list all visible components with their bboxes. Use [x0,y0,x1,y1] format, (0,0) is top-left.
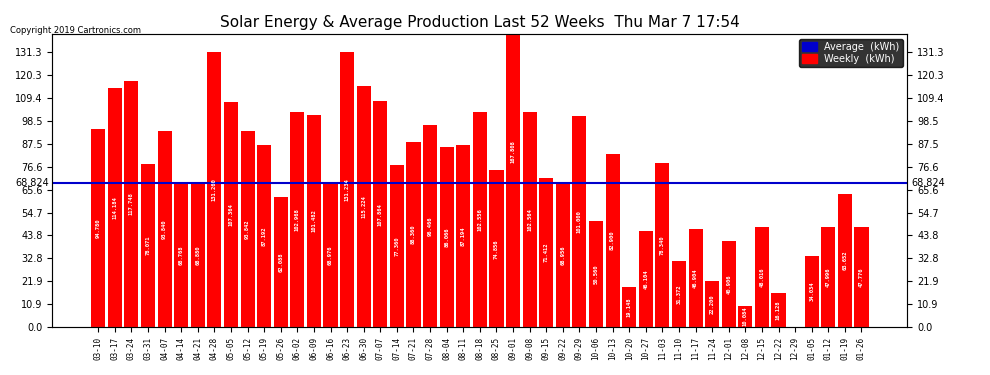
Bar [125,81,139,327]
Text: 10.084: 10.084 [742,307,747,326]
Bar [207,52,222,327]
Text: 94.780: 94.780 [96,218,101,238]
Text: 114.184: 114.184 [112,196,118,219]
Text: 107.364: 107.364 [229,203,234,226]
Bar [572,116,586,327]
Text: 96.466: 96.466 [428,216,433,236]
Bar [423,125,438,327]
Text: 68.976: 68.976 [328,245,333,265]
Bar [473,112,487,327]
Text: 77.360: 77.360 [394,236,399,256]
Text: 68.768: 68.768 [179,245,184,265]
Text: 71.412: 71.412 [544,243,548,262]
Bar [622,287,637,327]
Bar [440,147,453,327]
Text: 31.372: 31.372 [676,285,681,304]
Text: 167.808: 167.808 [511,140,516,163]
Text: 34.034: 34.034 [809,282,814,301]
Bar [456,144,470,327]
Text: 131.260: 131.260 [212,178,217,201]
Text: 40.906: 40.906 [727,274,732,294]
Text: 16.128: 16.128 [776,300,781,320]
Bar [290,111,304,327]
Bar [722,242,736,327]
Bar [157,130,171,327]
Bar [390,165,404,327]
Bar [356,86,371,327]
Text: 102.564: 102.564 [527,209,533,231]
Bar [555,183,570,327]
Bar [705,280,719,327]
Bar [273,197,288,327]
Bar [241,130,254,327]
Text: 78.071: 78.071 [146,236,150,255]
Text: 93.840: 93.840 [162,219,167,239]
Text: 78.340: 78.340 [660,236,665,255]
Bar [540,178,553,327]
Bar [141,164,155,327]
Text: 46.904: 46.904 [693,268,698,288]
Bar [838,194,852,327]
Text: 131.234: 131.234 [345,178,349,201]
Text: 82.900: 82.900 [610,231,615,250]
Bar [407,142,421,327]
Text: 101.000: 101.000 [577,210,582,233]
Bar [822,226,836,327]
Bar [655,163,669,327]
Bar [91,129,105,327]
Bar [739,306,752,327]
Text: 68.824: 68.824 [16,178,50,188]
Bar [771,293,785,327]
Text: 102.968: 102.968 [295,208,300,231]
Legend: Average  (kWh), Weekly  (kWh): Average (kWh), Weekly (kWh) [799,39,903,67]
Text: Copyright 2019 Cartronics.com: Copyright 2019 Cartronics.com [10,26,141,35]
Text: 86.066: 86.066 [445,227,449,247]
Bar [589,221,603,327]
Bar [324,183,338,327]
Bar [224,102,238,327]
Bar [672,261,686,327]
Bar [754,226,769,327]
Text: 115.224: 115.224 [361,195,366,218]
Text: 46.104: 46.104 [644,269,648,289]
Text: 102.556: 102.556 [477,209,482,231]
Bar [257,144,271,327]
Bar [341,52,354,327]
Text: 68.824: 68.824 [912,178,945,188]
Text: 101.482: 101.482 [312,210,317,232]
Text: 87.192: 87.192 [261,226,266,246]
Bar [854,227,868,327]
Text: 47.996: 47.996 [826,267,831,286]
Bar [489,170,504,327]
Text: 74.856: 74.856 [494,239,499,258]
Text: 88.360: 88.360 [411,225,416,245]
Text: 19.148: 19.148 [627,297,632,317]
Text: 68.880: 68.880 [195,245,200,265]
Text: 48.016: 48.016 [759,267,764,286]
Bar [191,183,205,327]
Text: 47.776: 47.776 [859,267,864,287]
Bar [373,101,387,327]
Title: Solar Energy & Average Production Last 52 Weeks  Thu Mar 7 17:54: Solar Energy & Average Production Last 5… [220,15,740,30]
Text: 50.560: 50.560 [593,264,599,284]
Bar [523,112,537,327]
Bar [639,231,652,327]
Text: 63.652: 63.652 [842,251,847,270]
Text: 93.842: 93.842 [246,219,250,239]
Text: 117.748: 117.748 [129,192,134,215]
Text: 22.200: 22.200 [710,294,715,314]
Bar [805,256,819,327]
Text: 107.864: 107.864 [378,203,383,226]
Text: 87.194: 87.194 [460,226,465,246]
Bar [108,88,122,327]
Text: 62.088: 62.088 [278,252,283,272]
Bar [606,153,620,327]
Bar [506,0,520,327]
Bar [688,229,703,327]
Text: 68.956: 68.956 [560,245,565,265]
Bar [174,183,188,327]
Bar [307,115,321,327]
